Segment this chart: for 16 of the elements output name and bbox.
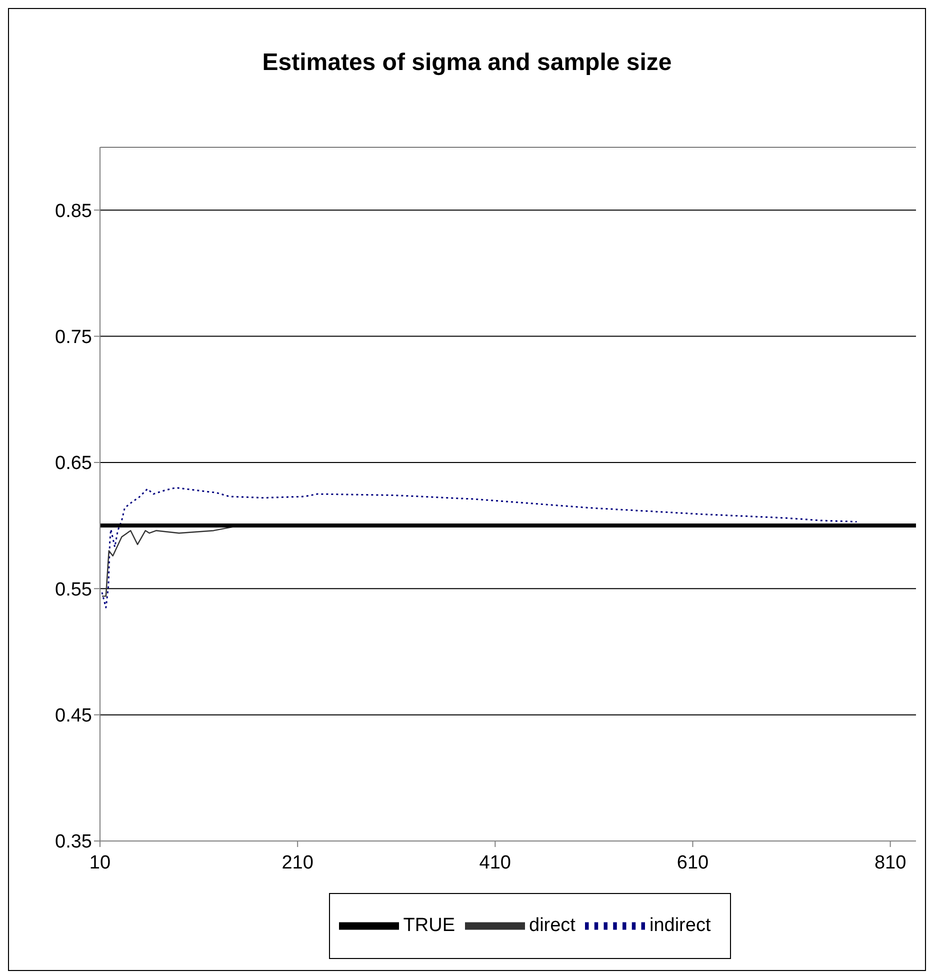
x-tick-label: 210: [282, 852, 314, 874]
legend-label: direct: [529, 915, 576, 936]
y-tick-label: 0.75: [55, 327, 92, 348]
x-tick-label: 10: [89, 852, 111, 874]
y-tick-label: 0.65: [55, 453, 92, 474]
chart-title: Estimates of sigma and sample size: [261, 49, 673, 77]
y-tick-label: 0.55: [55, 579, 92, 600]
y-tick-label: 0.35: [55, 832, 92, 853]
x-tick-label: 410: [479, 852, 512, 874]
legend-label: indirect: [649, 915, 711, 936]
x-tick-label: 810: [874, 852, 906, 874]
line-series: [101, 486, 858, 608]
x-tick-label: 610: [676, 852, 709, 874]
y-tick-label: 0.85: [55, 200, 92, 222]
y-tick-label: 0.45: [55, 706, 92, 727]
legend-label: TRUE: [403, 915, 455, 936]
